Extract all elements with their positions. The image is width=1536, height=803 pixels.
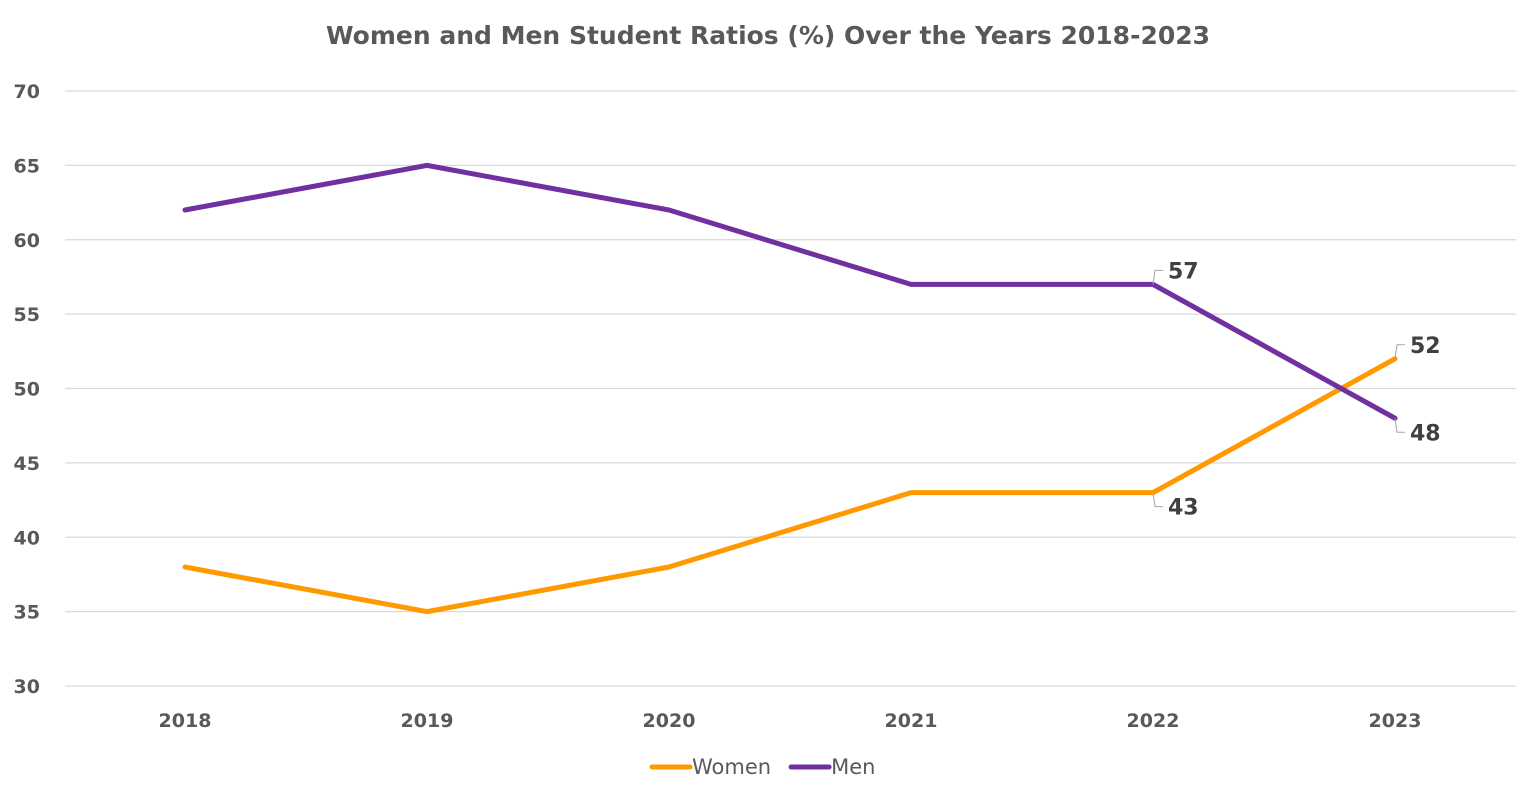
- x-tick-label: 2019: [401, 710, 454, 732]
- series-line-men: [182, 162, 1398, 421]
- chart-title: Women and Men Student Ratios (%) Over th…: [326, 21, 1210, 50]
- y-tick-label: 45: [14, 453, 40, 475]
- series-line-women: [182, 356, 1398, 615]
- x-tick-label: 2023: [1369, 710, 1422, 732]
- y-tick-label: 50: [14, 379, 40, 401]
- y-tick-label: 60: [14, 230, 40, 252]
- leader-line: [1394, 418, 1405, 433]
- y-tick-label: 65: [14, 155, 40, 177]
- x-tick-label: 2018: [159, 710, 212, 732]
- leader-line: [1394, 344, 1405, 359]
- x-tick-label: 2022: [1127, 710, 1180, 732]
- data-label: 48: [1410, 421, 1441, 446]
- y-tick-label: 40: [14, 527, 40, 549]
- data-label: 43: [1168, 496, 1199, 521]
- y-tick-label: 70: [14, 81, 40, 103]
- data-label: 57: [1168, 259, 1199, 284]
- x-tick-label: 2020: [643, 710, 696, 732]
- leader-line: [1152, 269, 1163, 285]
- legend-label: Men: [831, 755, 875, 779]
- y-tick-label: 35: [14, 602, 40, 624]
- y-tick-label: 55: [14, 304, 40, 326]
- y-tick-label: 30: [14, 676, 40, 698]
- legend-label: Women: [692, 755, 771, 779]
- x-tick-label: 2021: [885, 710, 938, 732]
- leader-line: [1152, 492, 1163, 508]
- data-label: 52: [1410, 334, 1441, 359]
